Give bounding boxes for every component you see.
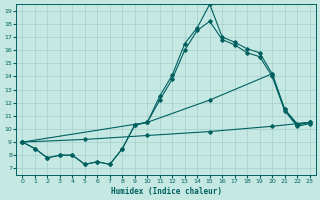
X-axis label: Humidex (Indice chaleur): Humidex (Indice chaleur) bbox=[110, 187, 221, 196]
